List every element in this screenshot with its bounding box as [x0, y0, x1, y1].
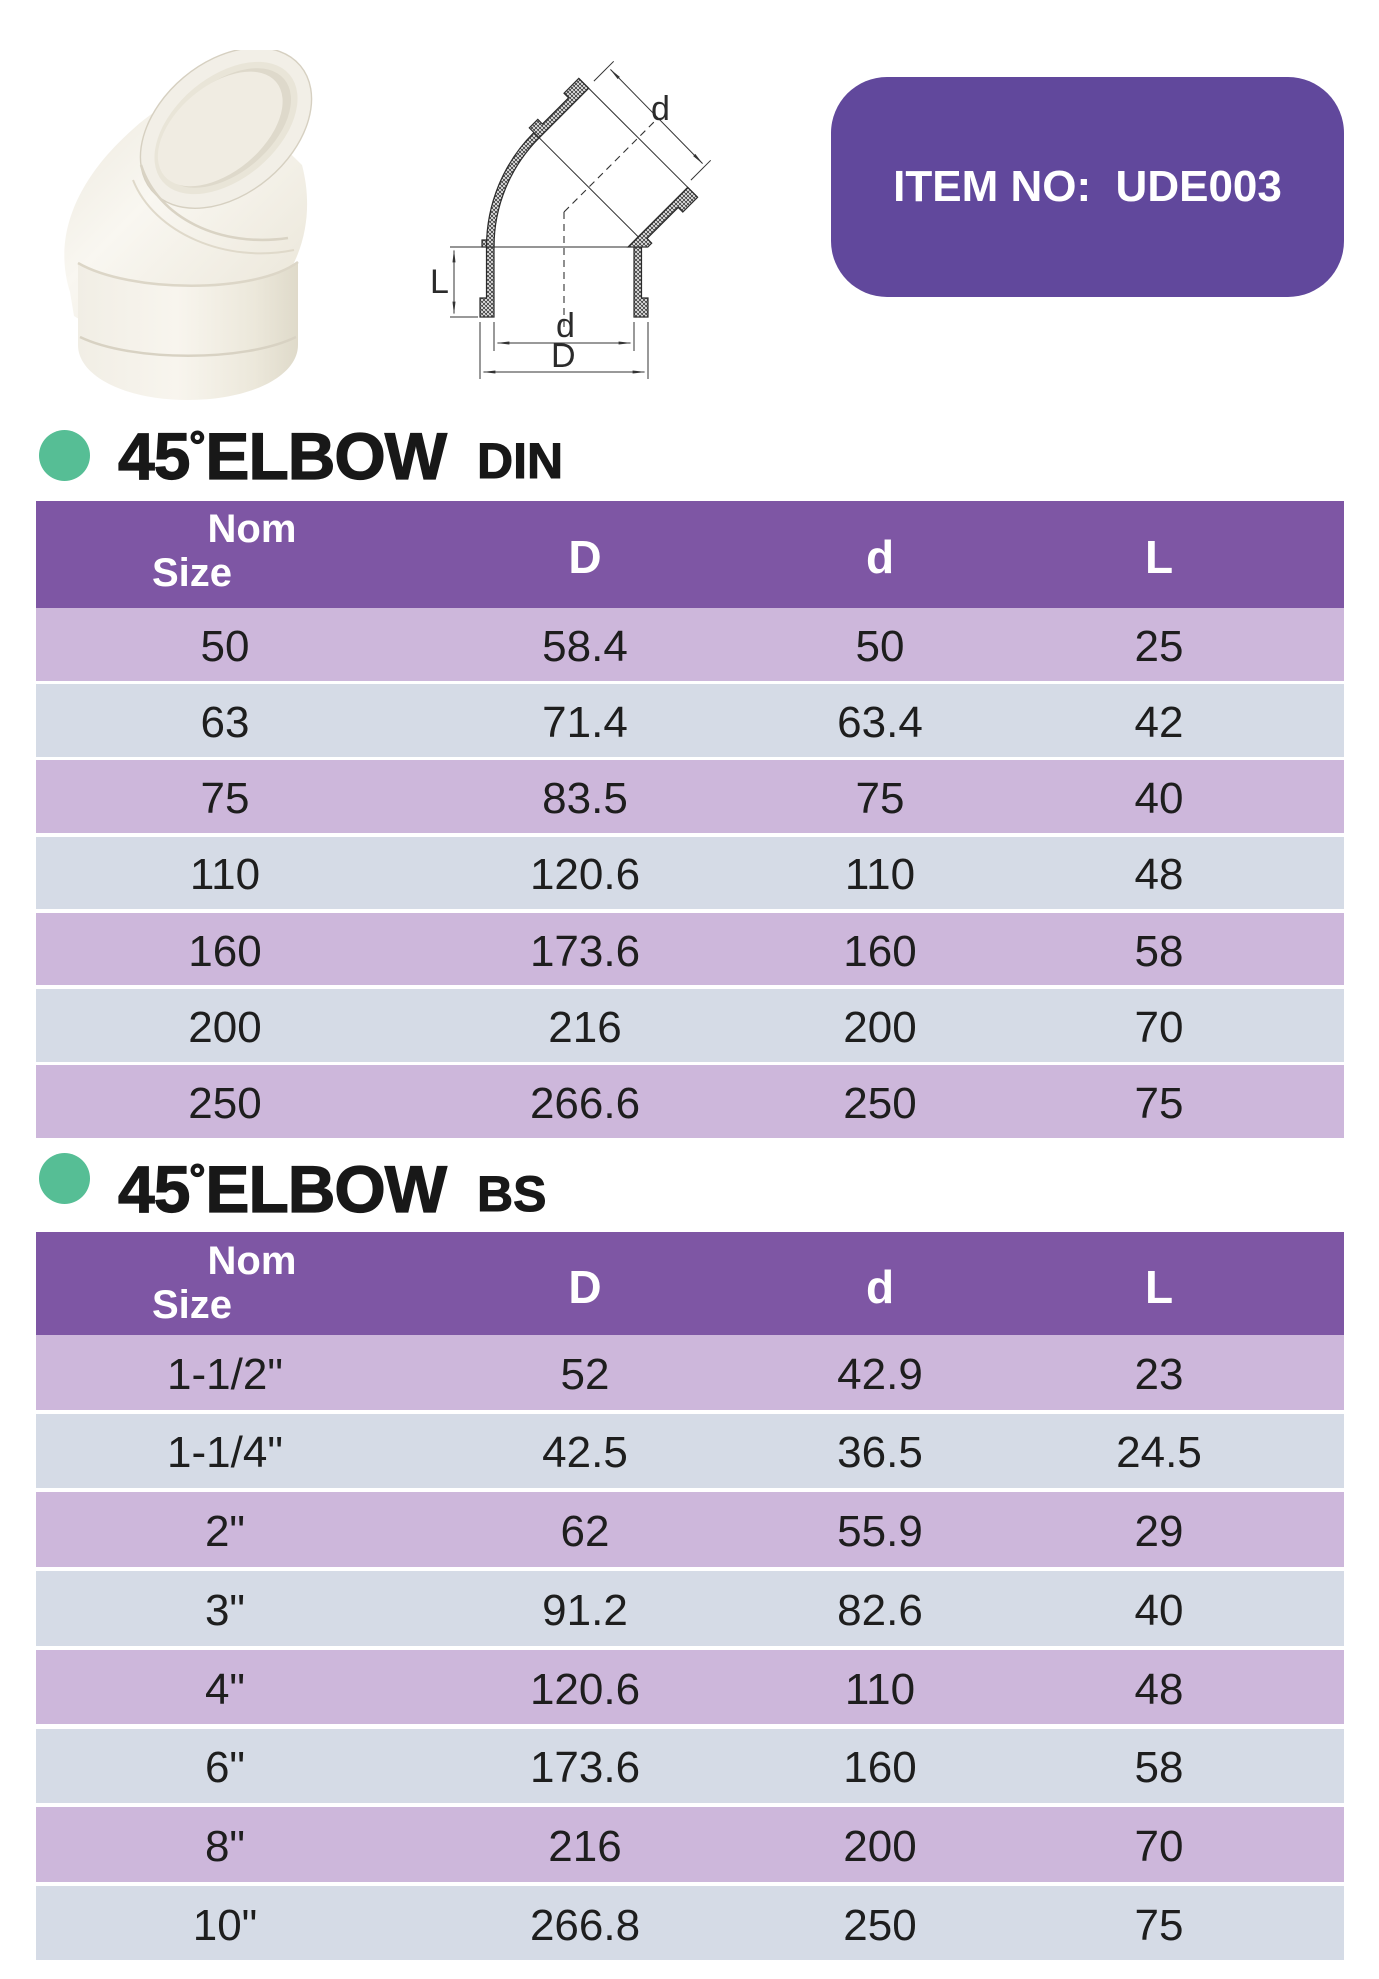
- svg-text:L: L: [430, 263, 449, 301]
- svg-text:d: d: [556, 307, 575, 345]
- svg-text:d: d: [651, 90, 670, 128]
- svg-text:D: D: [551, 337, 576, 375]
